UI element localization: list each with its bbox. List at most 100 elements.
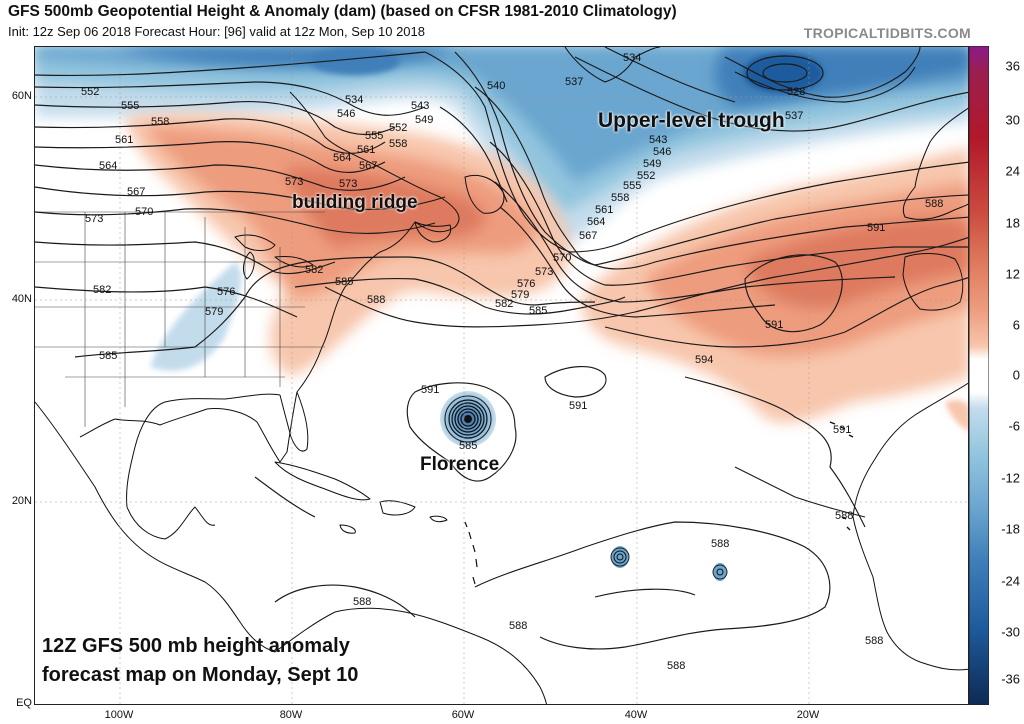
small-lows bbox=[610, 546, 728, 581]
caption: 12Z GFS 500 mb height anomaly forecast m… bbox=[42, 632, 358, 690]
lon-label: 60W bbox=[451, 709, 475, 721]
lon-label: 40W bbox=[624, 709, 648, 721]
contour-label: 558 bbox=[151, 116, 169, 128]
header: GFS 500mb Geopotential Height & Anomaly … bbox=[0, 0, 1024, 46]
contour-label: 549 bbox=[643, 158, 661, 170]
contour-label: 567 bbox=[579, 230, 597, 242]
contour-label: 549 bbox=[415, 114, 433, 126]
contour-label: 573 bbox=[285, 176, 303, 188]
caption-line-1: 12Z GFS 500 mb height anomaly bbox=[42, 635, 350, 657]
lon-label: 80W bbox=[279, 709, 303, 721]
contour-label: 594 bbox=[695, 354, 713, 366]
coastlines bbox=[35, 47, 968, 704]
contour-label: 579 bbox=[205, 306, 223, 318]
contour-label: 585 bbox=[99, 350, 117, 362]
contour-label: 567 bbox=[127, 186, 145, 198]
colorbar-tick: -18 bbox=[1001, 521, 1020, 537]
lat-label: 60N bbox=[11, 90, 32, 102]
contour-label: 555 bbox=[365, 130, 383, 142]
contour-label: 576 bbox=[217, 286, 235, 298]
contour-label: 573 bbox=[535, 266, 553, 278]
contour-label: 528 bbox=[787, 86, 805, 98]
lat-label: 20N bbox=[11, 495, 32, 507]
contour-label: 534 bbox=[623, 52, 641, 64]
map-title: GFS 500mb Geopotential Height & Anomaly … bbox=[8, 3, 677, 20]
contour-label: 561 bbox=[115, 134, 133, 146]
lat-label: EQ bbox=[16, 697, 32, 709]
contour-label: 588 bbox=[835, 510, 853, 522]
contour-label: 567 bbox=[359, 160, 377, 172]
contour-label: 543 bbox=[411, 100, 429, 112]
colorbar-tick: 24 bbox=[1005, 163, 1020, 179]
colorbar-tick: 30 bbox=[1005, 112, 1020, 128]
contour-label: 537 bbox=[785, 110, 803, 122]
contour-label: 573 bbox=[85, 213, 103, 225]
contour-label: 582 bbox=[495, 298, 513, 310]
contour-label: 588 bbox=[509, 620, 527, 632]
contour-label: 588 bbox=[711, 538, 729, 550]
contour-label: 579 bbox=[511, 289, 529, 301]
contour-labels: 552 555 561 564 567 573 570 573 582 576 … bbox=[81, 52, 943, 672]
colorbar-tick: 6 bbox=[1012, 317, 1020, 333]
contour-label: 585 bbox=[335, 276, 353, 288]
state-borders bbox=[35, 211, 325, 427]
grid-lines bbox=[35, 47, 968, 704]
contour-label: 588 bbox=[865, 635, 883, 647]
colorbar-tick: 36 bbox=[1005, 58, 1020, 74]
colorbar bbox=[968, 45, 990, 706]
contour-label: 573 bbox=[339, 178, 357, 190]
contour-label: 582 bbox=[93, 284, 111, 296]
colorbar-tick: 18 bbox=[1005, 215, 1020, 231]
colorbar-gradient bbox=[968, 45, 990, 706]
contour-label: 591 bbox=[867, 222, 885, 234]
contour-label: 576 bbox=[517, 278, 535, 290]
contour-label: 564 bbox=[333, 152, 351, 164]
colorbar-tick: 12 bbox=[1005, 266, 1020, 282]
colorbar-tick: 0 bbox=[1012, 367, 1020, 383]
lon-label: 100W bbox=[104, 709, 134, 721]
colorbar-tick: -24 bbox=[1001, 573, 1020, 589]
contour-label: 561 bbox=[595, 204, 613, 216]
contour-label: 588 bbox=[925, 198, 943, 210]
colorbar-tick: -30 bbox=[1001, 624, 1020, 640]
contour-label: 570 bbox=[553, 252, 571, 264]
ridge-annotation: building ridge bbox=[292, 192, 418, 213]
caption-line-2: forecast map on Monday, Sept 10 bbox=[42, 664, 359, 686]
contour-label: 582 bbox=[305, 264, 323, 276]
contour-label: 591 bbox=[765, 319, 783, 331]
contour-label: 537 bbox=[565, 76, 583, 88]
map-panel: 552 555 561 564 567 573 570 573 582 576 … bbox=[34, 46, 969, 705]
lat-label: 40N bbox=[11, 293, 32, 305]
height-contours bbox=[35, 47, 968, 650]
florence-label: Florence bbox=[420, 454, 500, 475]
contour-label: 591 bbox=[421, 384, 439, 396]
map-subtitle: Init: 12z Sep 06 2018 Forecast Hour: [96… bbox=[8, 24, 425, 39]
colorbar-tick: -12 bbox=[1001, 470, 1020, 486]
contour-label: 564 bbox=[587, 216, 605, 228]
contour-label: 534 bbox=[345, 94, 363, 106]
contour-label: 558 bbox=[389, 138, 407, 150]
contour-label: 555 bbox=[623, 180, 641, 192]
contour-label: 561 bbox=[357, 144, 375, 156]
site-brand: TROPICALTIDBITS.COM bbox=[803, 25, 971, 41]
lon-label: 20W bbox=[796, 709, 820, 721]
contour-label: 588 bbox=[367, 294, 385, 306]
trough-annotation: Upper-level trough bbox=[598, 109, 785, 132]
contour-label: 546 bbox=[653, 146, 671, 158]
contour-label: 558 bbox=[611, 192, 629, 204]
colorbar-tick: -36 bbox=[1001, 671, 1020, 687]
contour-label: 588 bbox=[353, 596, 371, 608]
contour-label: 543 bbox=[649, 134, 667, 146]
contour-label: 540 bbox=[487, 80, 505, 92]
colorbar-labels: 36 30 24 18 12 6 0 -6 -12 -18 -24 -30 -3… bbox=[992, 46, 1024, 705]
contour-label: 546 bbox=[337, 108, 355, 120]
contour-label: 585 bbox=[529, 305, 547, 317]
positive-anomaly-shading bbox=[125, 112, 968, 431]
contour-label: 591 bbox=[833, 424, 851, 436]
contour-label: 570 bbox=[135, 206, 153, 218]
contour-label: 564 bbox=[99, 160, 117, 172]
contour-label: 552 bbox=[637, 170, 655, 182]
contour-label: 588 bbox=[667, 660, 685, 672]
contour-label: 552 bbox=[81, 86, 99, 98]
contour-label: 591 bbox=[569, 400, 587, 412]
